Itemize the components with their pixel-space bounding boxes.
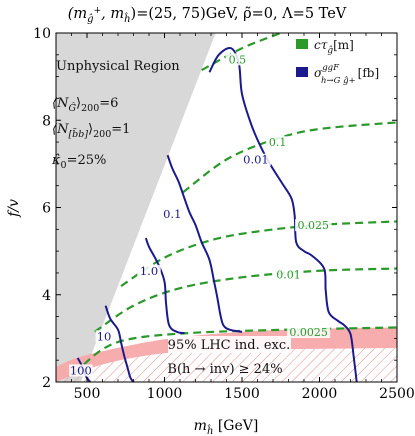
- y-axis-label: f/v: [6, 199, 22, 218]
- y-tick-label: 6: [42, 201, 51, 217]
- x-tick-label: 500: [74, 386, 101, 402]
- legend-green-swatch: [296, 39, 308, 49]
- ctau-contour-0p025: [120, 220, 397, 287]
- legend-blue-swatch: [296, 67, 308, 77]
- invisible-region-label: B(h → inv) ≥ 24%: [167, 362, 282, 377]
- x-axis-label: mĥ [GeV]: [194, 418, 259, 436]
- ctau-label-0p1: 0.1: [269, 136, 287, 149]
- legend-green-label: cτĝ[m]: [314, 38, 354, 56]
- chart-title: (mĝ+, mĥ)=(25, 75)GeV, ρ̃=0, Λ=5 TeV: [68, 6, 347, 25]
- x-tick-label: 2500: [379, 386, 415, 402]
- y-tick-label: 4: [42, 288, 51, 304]
- invisible-region: [56, 347, 397, 382]
- ctau-label-0p5: 0.5: [229, 53, 247, 66]
- sigma-label-1p0: 1.0: [140, 264, 158, 278]
- x-tick-label: 1000: [147, 386, 183, 402]
- annotation-kappa: κ̂0=25%: [51, 153, 106, 171]
- sigma-label-0p01: 0.01: [243, 153, 269, 167]
- legend-blue-label: σggF h→G ĝ+[fb]: [314, 63, 379, 86]
- ctau-contour-0p5: [201, 33, 282, 72]
- sigma-contour-0p1: [166, 154, 243, 333]
- annotation-n-bb: ⟨N[b̃b]⟩200=1: [52, 122, 130, 140]
- ctau-contour-0p1: [182, 121, 397, 194]
- x-tick-label: 1500: [224, 386, 260, 402]
- lhc-label-box: [168, 336, 291, 353]
- ctau-label-0p025: 0.025: [298, 219, 330, 232]
- ctau-label-0p0025: 0.0025: [289, 326, 328, 339]
- sigma-label-100: 100: [70, 363, 92, 377]
- sigma-label-10: 10: [97, 329, 112, 343]
- unphysical-region-label: Unphysical Region: [56, 59, 180, 74]
- ctau-contour-0p01: [94, 267, 397, 333]
- annotation-n-g: ⟨NĜ⟩200=6: [52, 96, 118, 114]
- ctau-label-0p01: 0.01: [276, 268, 301, 281]
- unphysical-region: [56, 33, 216, 382]
- sigma-contour-1p0: [144, 237, 185, 335]
- lhc-exclusion-region: [56, 327, 397, 382]
- y-tick-label: 2: [42, 375, 51, 391]
- sigma-label-0p1: 0.1: [163, 207, 181, 221]
- legend: cτĝ[m] σggF h→G ĝ+[fb]: [296, 38, 379, 86]
- y-tick-label: 8: [42, 113, 51, 129]
- y-tick-label: 10: [33, 26, 51, 42]
- x-tick-label: 2000: [302, 386, 338, 402]
- lhc-exclusion-label: 95% LHC ind. exc.: [168, 338, 291, 353]
- sigma-contour-10: [104, 305, 135, 382]
